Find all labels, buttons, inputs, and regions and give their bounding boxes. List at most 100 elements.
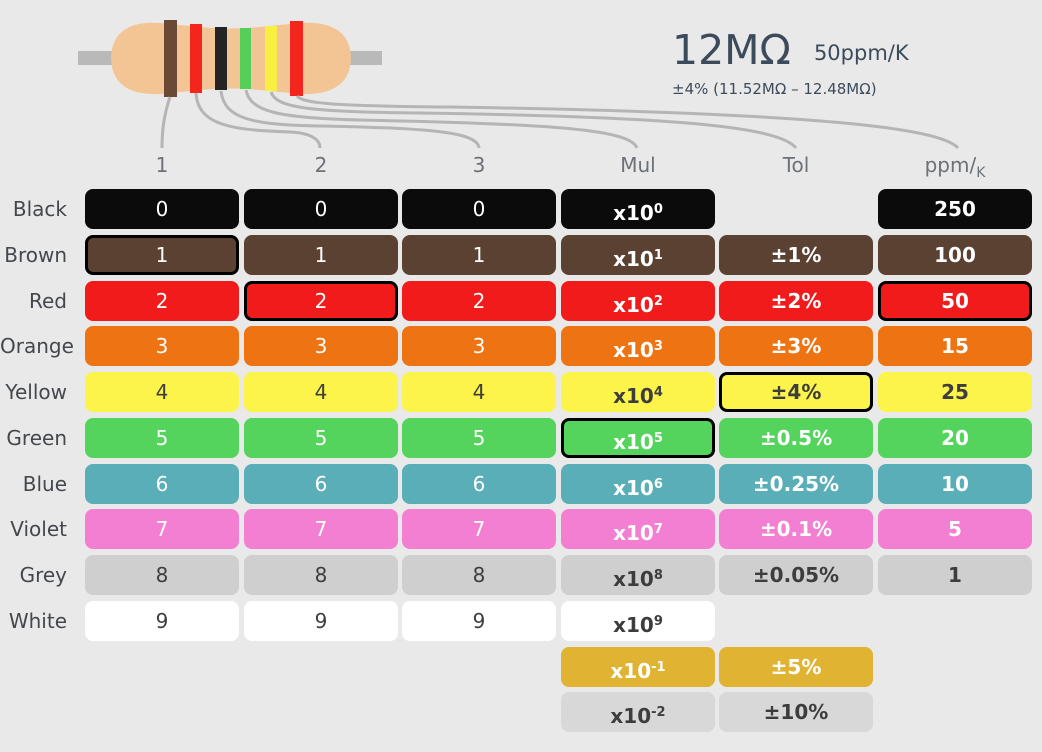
band1-green[interactable]: 5 (85, 418, 239, 458)
band3-brown-label: 1 (472, 243, 486, 267)
tolerance-brown[interactable]: ±1% (719, 235, 873, 275)
band1-black-label: 0 (155, 197, 169, 221)
ppm-grey[interactable]: 1 (878, 555, 1032, 595)
band2-blue[interactable]: 6 (244, 464, 398, 504)
band1-violet[interactable]: 7 (85, 509, 239, 549)
band2-violet-label: 7 (314, 517, 328, 541)
band1-black[interactable]: 0 (85, 189, 239, 229)
multiplier-yellow[interactable]: x104 (561, 372, 715, 412)
resistor-band-2 (190, 24, 202, 93)
multiplier-base: x10 (613, 293, 654, 317)
band3-black[interactable]: 0 (402, 189, 556, 229)
tolerance-gold[interactable]: ±5% (719, 647, 873, 687)
ppm-red[interactable]: 50 (878, 281, 1032, 321)
row-label-orange: Orange (0, 334, 74, 358)
row-label-green: Green (6, 426, 67, 450)
band1-white[interactable]: 9 (85, 601, 239, 641)
multiplier-grey[interactable]: x108 (561, 555, 715, 595)
multiplier-exponent: 4 (653, 385, 663, 400)
tolerance-grey[interactable]: ±0.05% (719, 555, 873, 595)
band1-red-label: 2 (155, 289, 169, 313)
band2-white[interactable]: 9 (244, 601, 398, 641)
tolerance-yellow-label: ±4% (770, 380, 822, 404)
tolerance-yellow[interactable]: ±4% (719, 372, 873, 412)
band2-violet[interactable]: 7 (244, 509, 398, 549)
band3-violet[interactable]: 7 (402, 509, 556, 549)
row-label-violet: Violet (10, 517, 67, 541)
band1-grey-label: 8 (155, 563, 169, 587)
band1-yellow[interactable]: 4 (85, 372, 239, 412)
band2-yellow[interactable]: 4 (244, 372, 398, 412)
multiplier-violet[interactable]: x107 (561, 509, 715, 549)
leader-line-4 (244, 89, 639, 149)
resistor-lead-right (342, 51, 382, 65)
tolerance-range: ±4% (11.52MΩ – 12.48MΩ) (672, 80, 877, 98)
multiplier-exponent: 8 (653, 568, 663, 583)
multiplier-base: x10 (610, 704, 652, 728)
band3-orange[interactable]: 3 (402, 326, 556, 366)
ppm-black[interactable]: 250 (878, 189, 1032, 229)
ppm-blue-label: 10 (941, 472, 969, 496)
ppm-violet[interactable]: 5 (878, 509, 1032, 549)
band3-blue[interactable]: 6 (402, 464, 556, 504)
multiplier-exponent: -1 (651, 660, 666, 675)
multiplier-brown[interactable]: x101 (561, 235, 715, 275)
ppm-blue[interactable]: 10 (878, 464, 1032, 504)
tolerance-red[interactable]: ±2% (719, 281, 873, 321)
ppm-orange[interactable]: 15 (878, 326, 1032, 366)
ppm-brown[interactable]: 100 (878, 235, 1032, 275)
tolerance-gold-label: ±5% (770, 655, 822, 679)
row-label-grey: Grey (19, 563, 67, 587)
tolerance-orange-label: ±3% (770, 334, 822, 358)
multiplier-exponent: 3 (653, 339, 663, 354)
multiplier-text: x10-2 (610, 704, 665, 728)
tolerance-green[interactable]: ±0.5% (719, 418, 873, 458)
band3-yellow[interactable]: 4 (402, 372, 556, 412)
tolerance-brown-label: ±1% (770, 243, 822, 267)
tolerance-blue[interactable]: ±0.25% (719, 464, 873, 504)
leader-line-6 (295, 94, 960, 150)
band3-green[interactable]: 5 (402, 418, 556, 458)
band3-white[interactable]: 9 (402, 601, 556, 641)
band1-violet-label: 7 (155, 517, 169, 541)
ppm-yellow[interactable]: 25 (878, 372, 1032, 412)
resistance-main: 12MΩ (672, 26, 791, 74)
band1-grey[interactable]: 8 (85, 555, 239, 595)
ppm-brown-label: 100 (934, 243, 976, 267)
multiplier-green[interactable]: x105 (561, 418, 715, 458)
band2-green[interactable]: 5 (244, 418, 398, 458)
multiplier-text: x102 (613, 293, 663, 317)
band1-red[interactable]: 2 (85, 281, 239, 321)
band1-orange[interactable]: 3 (85, 326, 239, 366)
band1-brown[interactable]: 1 (85, 235, 239, 275)
multiplier-orange[interactable]: x103 (561, 326, 715, 366)
multiplier-text: x103 (613, 338, 663, 362)
band3-brown[interactable]: 1 (402, 235, 556, 275)
ppm-green[interactable]: 20 (878, 418, 1032, 458)
multiplier-base: x10 (613, 521, 654, 545)
multiplier-black[interactable]: x100 (561, 189, 715, 229)
band2-brown[interactable]: 1 (244, 235, 398, 275)
band2-grey[interactable]: 8 (244, 555, 398, 595)
band2-black[interactable]: 0 (244, 189, 398, 229)
tempco-value: 50ppm/K (813, 41, 909, 65)
multiplier-base: x10 (610, 659, 652, 683)
band1-blue[interactable]: 6 (85, 464, 239, 504)
multiplier-text: x108 (613, 567, 663, 591)
band3-grey[interactable]: 8 (402, 555, 556, 595)
tolerance-orange[interactable]: ±3% (719, 326, 873, 366)
band3-red[interactable]: 2 (402, 281, 556, 321)
multiplier-blue[interactable]: x106 (561, 464, 715, 504)
band2-orange[interactable]: 3 (244, 326, 398, 366)
multiplier-silver[interactable]: x10-2 (561, 692, 715, 732)
band2-red[interactable]: 2 (244, 281, 398, 321)
multiplier-gold[interactable]: x10-1 (561, 647, 715, 687)
band2-grey-label: 8 (314, 563, 328, 587)
tolerance-silver[interactable]: ±10% (719, 692, 873, 732)
tolerance-violet[interactable]: ±0.1% (719, 509, 873, 549)
band1-white-label: 9 (155, 609, 169, 633)
multiplier-white[interactable]: x109 (561, 601, 715, 641)
ppm-black-label: 250 (934, 197, 976, 221)
multiplier-red[interactable]: x102 (561, 281, 715, 321)
ppm-grey-label: 1 (948, 563, 962, 587)
